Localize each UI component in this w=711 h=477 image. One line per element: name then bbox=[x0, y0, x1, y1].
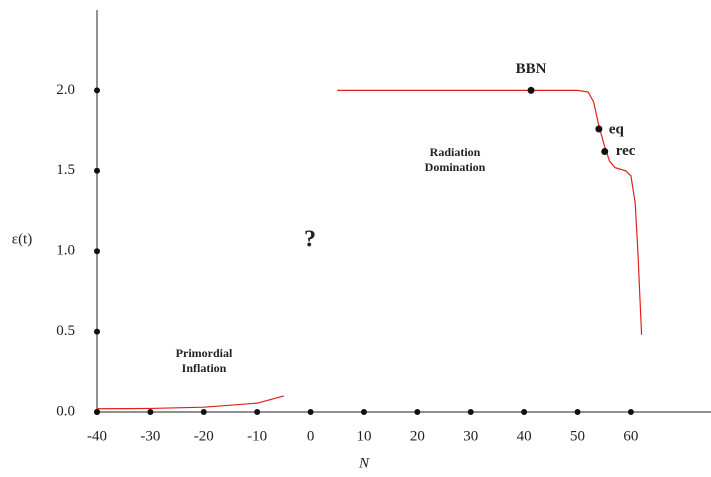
x-tick-dot bbox=[307, 409, 314, 415]
x-tick-dot bbox=[574, 409, 581, 415]
point bbox=[601, 148, 609, 156]
x-tick-label: 20 bbox=[410, 428, 425, 444]
x-tick-label: -30 bbox=[140, 428, 160, 444]
y-tick-label: 1.5 bbox=[56, 162, 75, 178]
x-tick-label: -20 bbox=[194, 428, 214, 444]
x-tick-label: 50 bbox=[570, 428, 585, 444]
x-tick-label: -10 bbox=[247, 428, 267, 444]
y-tick-dot bbox=[94, 328, 100, 335]
annotation: Radiation Domination bbox=[424, 145, 486, 174]
x-tick-dot bbox=[200, 409, 207, 415]
y-tick-label: 0.5 bbox=[56, 323, 75, 339]
x-tick-label: 0 bbox=[307, 428, 315, 444]
y-tick-dot bbox=[94, 248, 100, 255]
x-tick-dot bbox=[467, 409, 474, 415]
curve bbox=[337, 89, 643, 335]
x-tick-dot bbox=[254, 409, 261, 415]
y-tick-dot bbox=[94, 409, 100, 415]
y-tick-label: 2.0 bbox=[56, 82, 75, 98]
x-tick-dot bbox=[147, 409, 154, 415]
x-tick-dot bbox=[414, 409, 421, 415]
annotation: ? bbox=[304, 226, 316, 253]
x-tick-dot bbox=[360, 409, 367, 415]
x-tick-label: 40 bbox=[517, 428, 532, 444]
x-tick-label: 30 bbox=[463, 428, 478, 444]
y-tick-dot bbox=[94, 87, 100, 94]
y-tick-dot bbox=[94, 167, 100, 174]
annotation: Primordial Inflation bbox=[175, 346, 233, 375]
x-tick-label: 10 bbox=[356, 428, 371, 444]
point-label: eq bbox=[609, 121, 625, 137]
point bbox=[595, 125, 603, 133]
point-label: BBN bbox=[516, 61, 547, 77]
y-tick-label: 1.0 bbox=[56, 243, 75, 259]
x-tick-label: -40 bbox=[87, 428, 107, 444]
point bbox=[527, 86, 535, 94]
y-axis-label: ε(t) bbox=[12, 231, 32, 247]
curve bbox=[96, 395, 285, 410]
point-label: rec bbox=[616, 143, 636, 159]
x-tick-dot bbox=[627, 409, 634, 415]
x-tick-label: 60 bbox=[623, 428, 638, 444]
y-tick-label: 0.0 bbox=[56, 403, 75, 419]
x-tick-dot bbox=[521, 409, 528, 415]
x-axis-label: N bbox=[358, 455, 370, 471]
